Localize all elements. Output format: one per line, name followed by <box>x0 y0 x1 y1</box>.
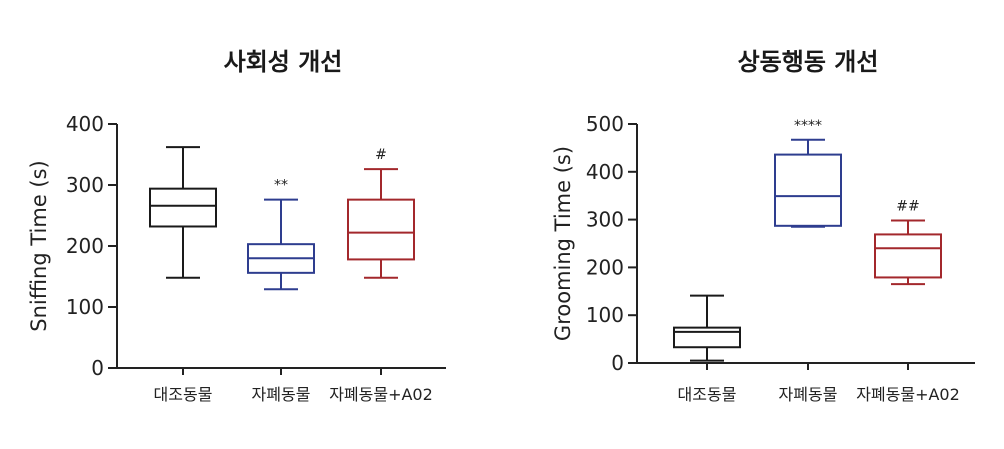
chart-title: 사회성 개선 <box>224 48 343 76</box>
iqr-box <box>673 326 741 349</box>
significance-marker: # <box>375 147 387 163</box>
y-tick-label: 500 <box>586 112 624 136</box>
iqr-box <box>149 187 217 228</box>
y-axis-label: Grooming Time (s) <box>551 146 575 341</box>
y-tick-label: 200 <box>66 234 104 258</box>
stereotypy-panel: 상동행동 개선 Grooming Time (s) 0 100 200 300 400 500… <box>551 48 975 404</box>
significance-marker: **** <box>794 118 822 134</box>
y-tick-label: 100 <box>586 303 624 327</box>
y-tick-label: 400 <box>66 112 104 136</box>
x-category-label: 자폐동물 <box>252 385 311 404</box>
y-tick-label: 0 <box>611 351 624 375</box>
y-tick-label: 100 <box>66 295 104 319</box>
y-tick-label: 0 <box>91 356 104 380</box>
iqr-box <box>347 198 415 261</box>
sociability-panel: 사회성 개선 Sniffing Time (s) 0 100 200 300 400 대조동물… <box>27 48 446 404</box>
y-tick-label: 200 <box>586 255 624 279</box>
significance-marker: ## <box>896 199 919 215</box>
iqr-box <box>774 153 842 227</box>
y-tick-label: 300 <box>66 173 104 197</box>
x-category-label: 자폐동물+A02 <box>329 385 433 404</box>
y-tick-label: 300 <box>586 208 624 232</box>
y-tick-label: 400 <box>586 160 624 184</box>
x-category-label: 자폐동물 <box>779 385 838 404</box>
chart-title: 상동행동 개선 <box>738 48 879 76</box>
iqr-box <box>874 233 942 279</box>
x-category-label: 대조동물 <box>678 385 737 404</box>
x-category-label: 자폐동물+A02 <box>856 385 960 404</box>
x-category-label: 대조동물 <box>154 385 213 404</box>
y-axis-label: Sniffing Time (s) <box>27 160 51 332</box>
significance-marker: ** <box>274 178 288 194</box>
